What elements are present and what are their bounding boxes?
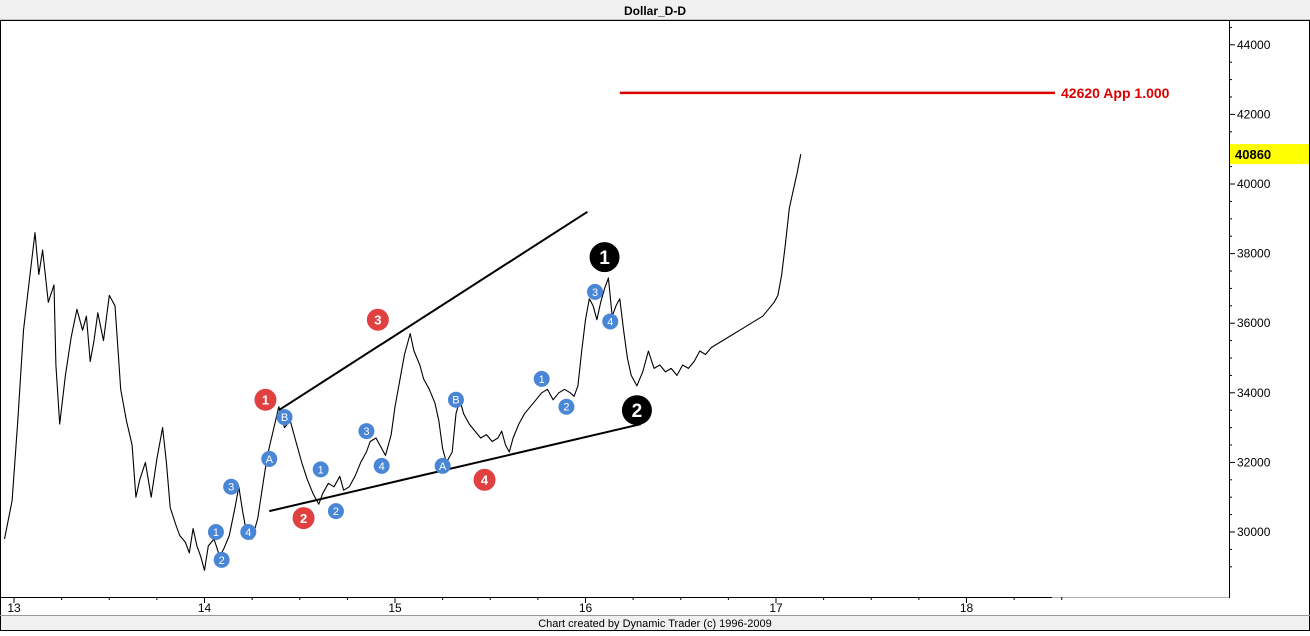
x-tick-label: 15 [388,601,402,615]
wave-label-minor: B [452,395,459,407]
price-series-line [3,153,802,571]
wave-marker-intermediate [473,468,496,491]
wave-label-minor: 2 [333,506,339,518]
footer-bar [1,615,1309,630]
lower-trendline [269,423,641,513]
y-tick-label: 44000 [1237,38,1271,52]
wave-marker-minor [373,457,390,474]
wave-label-minor: 1 [539,374,545,386]
x-tick-label: 18 [960,601,974,615]
wave-label-minor: 1 [318,464,324,476]
wave-marker-intermediate [292,507,315,530]
footer-credit: Chart created by Dynamic Trader (c) 1996… [538,618,772,630]
y-tick-label: 38000 [1237,247,1271,261]
wave-label-intermediate: 3 [374,312,381,327]
wave-label-minor: 3 [592,287,598,299]
wave-marker-minor [602,313,619,330]
wave-marker-minor [213,551,230,568]
wave-label-minor: B [281,412,288,424]
y-tick-label: 32000 [1237,455,1271,469]
last-price-box [1230,144,1309,165]
x-tick-label: 14 [198,601,212,615]
last-price-label: 40860 [1235,147,1271,162]
wave-marker-primary [589,242,620,273]
upper-trendline [278,210,588,412]
wave-label-intermediate: 4 [481,472,489,487]
wave-marker-minor [223,478,240,495]
wave-label-minor: A [439,461,447,473]
title-bar [0,0,1310,20]
wave-label-intermediate: 2 [300,511,307,526]
wave-marker-minor [207,524,224,540]
wave-label-minor: 2 [563,402,569,414]
wave-label-minor: 3 [228,482,234,494]
wave-label-primary: 2 [632,401,643,422]
y-tick-label: 42000 [1237,107,1271,121]
y-tick-label: 36000 [1237,316,1271,330]
y-tick-label: 30000 [1237,525,1271,539]
chart-title: Dollar_D-D [624,4,686,18]
wave-marker-primary [621,395,652,426]
wave-label-intermediate: 1 [262,392,269,407]
wave-marker-minor [558,398,575,415]
x-tick-label: 16 [579,601,593,615]
wave-marker-minor [276,409,293,426]
wave-marker-minor [261,450,278,467]
wave-label-minor: 1 [213,527,219,539]
wave-marker-minor [327,503,344,520]
wave-label-minor: 2 [219,555,225,567]
wave-marker-minor [240,524,257,540]
wave-marker-minor [533,370,550,387]
x-tick-label: 17 [769,601,783,615]
x-tick-label: 13 [7,601,21,615]
wave-marker-minor [447,391,464,408]
wave-label-minor: 4 [607,316,613,328]
target-label: 42620 App 1.000 [1061,85,1170,101]
chart-marks: 13 14 15 16 17 183000032000340003600038000400… [3,26,1309,615]
wave-label-minor: 4 [379,461,385,473]
wave-label-minor: 4 [245,527,251,539]
wave-marker-minor [358,423,375,440]
wave-marker-intermediate [366,308,389,331]
wave-marker-minor [312,461,329,478]
wave-marker-minor [434,457,451,474]
wave-label-minor: A [266,454,274,466]
wave-label-minor: 3 [363,426,369,438]
y-tick-label: 40000 [1237,177,1271,191]
wave-label-primary: 1 [599,248,610,269]
y-tick-label: 34000 [1237,386,1271,400]
wave-marker-minor [587,283,604,300]
wave-marker-intermediate [254,388,277,411]
